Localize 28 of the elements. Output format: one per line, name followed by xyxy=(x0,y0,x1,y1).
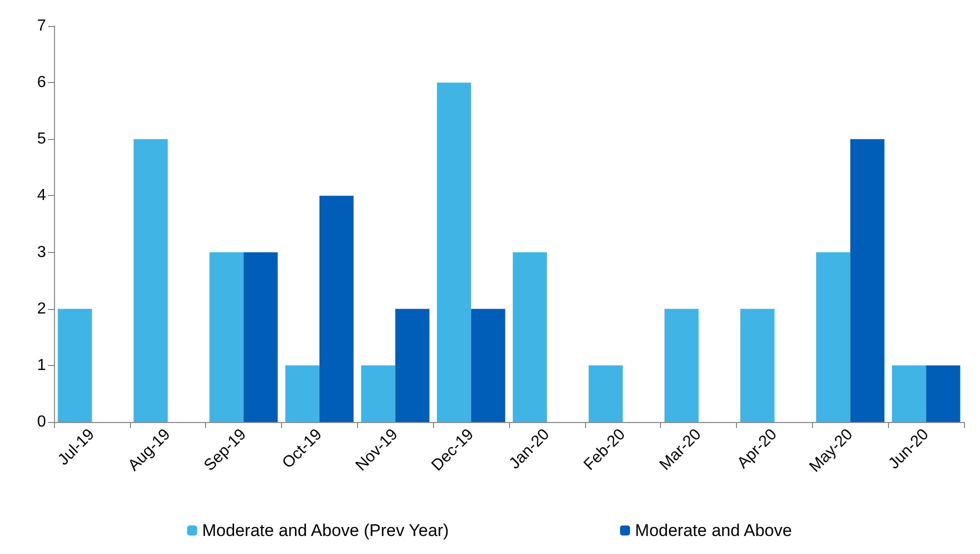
bar xyxy=(395,308,430,422)
y-tick-label: 4 xyxy=(37,187,46,204)
bar xyxy=(664,308,699,422)
legend-label: Moderate and Above xyxy=(635,521,792,540)
y-tick-label: 1 xyxy=(37,356,46,374)
y-tick-label: 6 xyxy=(37,74,46,92)
bar xyxy=(816,252,850,422)
y-tick-label: 3 xyxy=(37,244,46,261)
bar xyxy=(244,252,278,422)
bar xyxy=(892,365,926,422)
y-tick-label: 7 xyxy=(37,18,46,34)
y-tick-label: 5 xyxy=(37,130,46,148)
bar xyxy=(58,308,92,422)
bar xyxy=(512,252,547,422)
bar xyxy=(361,365,396,422)
bar xyxy=(319,196,354,422)
bar xyxy=(926,365,960,422)
y-tick-label: 2 xyxy=(37,300,46,318)
bar xyxy=(209,252,244,422)
bar xyxy=(134,139,168,422)
bar xyxy=(740,308,774,422)
bar xyxy=(285,365,320,422)
bar xyxy=(436,82,472,422)
y-tick-label: 0 xyxy=(37,414,46,430)
legend-label: Moderate and Above (Prev Year) xyxy=(202,521,449,540)
bar xyxy=(850,139,884,422)
bar xyxy=(588,365,623,422)
bar xyxy=(471,308,506,422)
